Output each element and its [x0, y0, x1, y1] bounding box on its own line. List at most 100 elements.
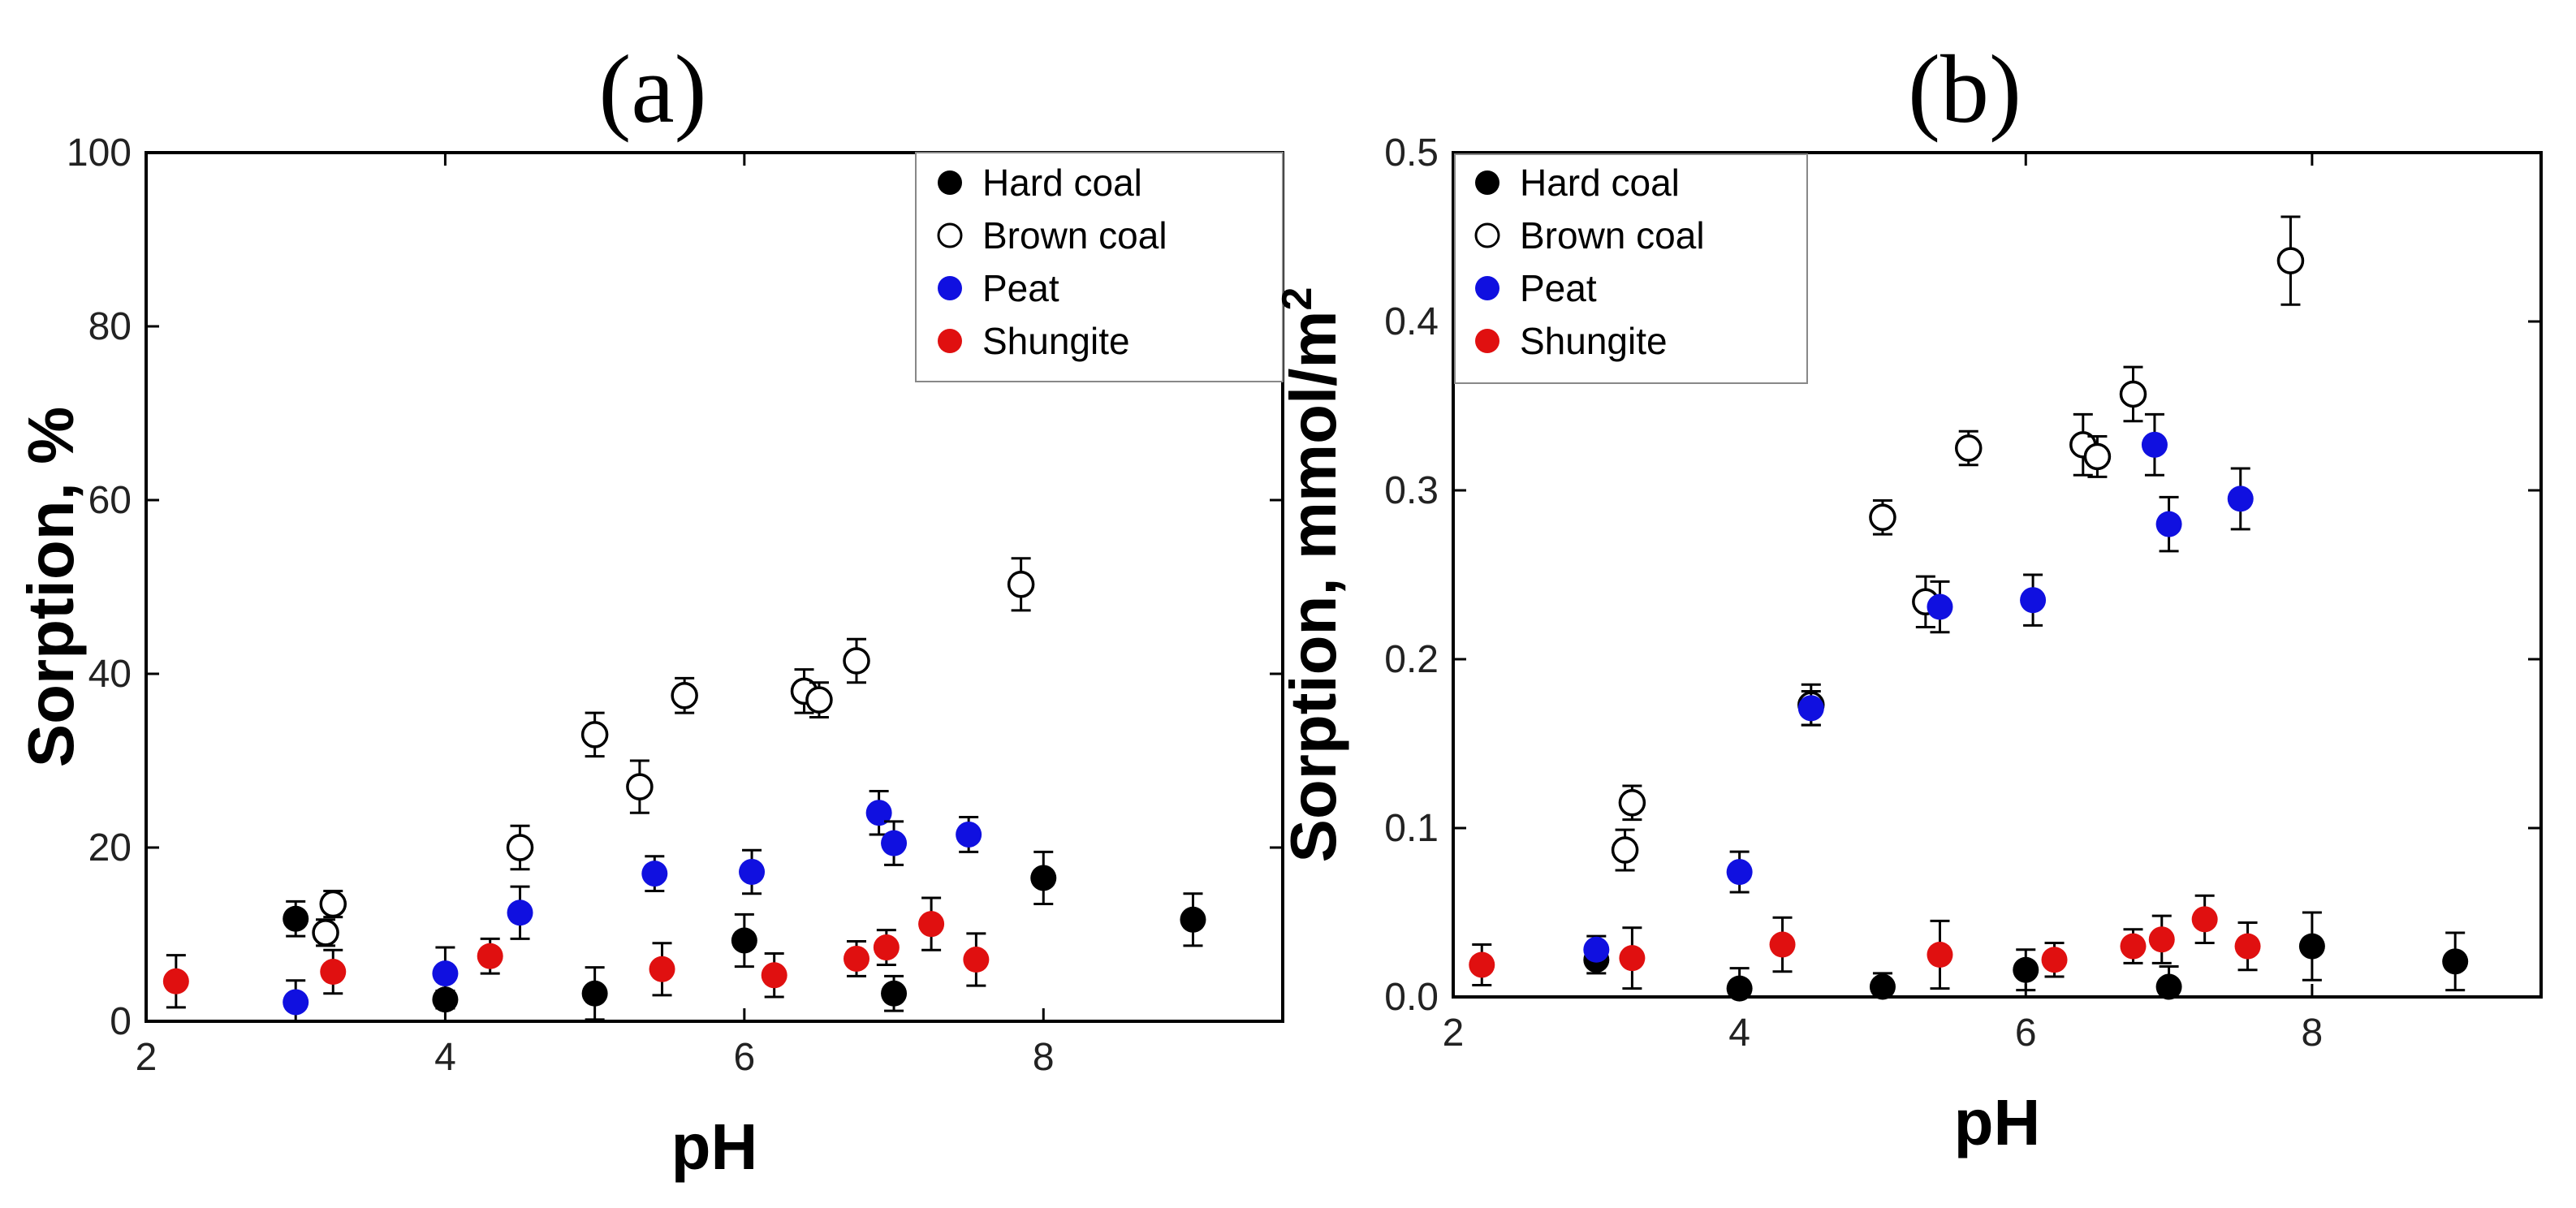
point-brown-coal-b-3 [1869, 503, 1896, 532]
y-tick-label-b-3: 0.3 [1384, 469, 1439, 512]
legend-marker-shungite-b [1475, 329, 1499, 353]
point-hard-coal-a-2 [581, 980, 608, 1007]
legend-marker-hard-coal-a [938, 170, 962, 195]
point-brown-coal-a-2 [506, 834, 534, 861]
point-hard-coal-a-6 [1180, 906, 1206, 933]
point-shungite-b-8 [2234, 933, 2261, 960]
point-brown-coal-b-5 [1954, 434, 1983, 462]
ticks-b: 2 4 6 8 0.0 0.1 0.2 0.3 0.4 0.5 [1384, 132, 2541, 1055]
point-peat-b-1 [1726, 859, 1753, 886]
marks-a [162, 557, 1206, 1023]
legend-label-brown-coal-a: Brown coal [982, 214, 1167, 257]
legend-label-shungite-a: Shungite [982, 320, 1130, 362]
point-brown-coal-b-8 [2119, 380, 2147, 408]
point-shungite-a-4 [761, 962, 787, 989]
y-tick-label-a-5: 100 [67, 132, 132, 175]
y-axis-title-b-main: Sorption, mmol/m [1277, 310, 1349, 862]
y-tick-label-a-1: 20 [88, 826, 132, 869]
legend-marker-shungite-a [938, 329, 962, 353]
panel-b: (b) 2 4 6 8 0.0 0.1 0.2 0.3 0.4 0.5 pH Sorption, … [1274, 35, 2543, 1158]
point-brown-coal-b-0 [1611, 836, 1639, 864]
point-peat-a-5 [865, 800, 892, 826]
point-brown-coal-b-1 [1618, 789, 1646, 817]
point-shungite-b-1 [1619, 945, 1646, 972]
x-axis-title-b: pH [1954, 1086, 2041, 1158]
y-tick-label-a-0: 0 [110, 1000, 132, 1043]
point-hard-coal-a-4 [881, 980, 908, 1007]
legend-marker-brown-coal-b [1474, 222, 1500, 248]
point-peat-a-3 [641, 861, 668, 887]
panel-label-b: (b) [1908, 35, 2022, 143]
point-shungite-b-0 [1469, 951, 1495, 978]
legend-label-hard-coal-a: Hard coal [982, 162, 1142, 204]
y-tick-label-b-2: 0.2 [1384, 638, 1439, 681]
y-tick-label-b-0: 0.0 [1384, 976, 1439, 1019]
x-tick-label-b-0: 2 [1443, 1012, 1465, 1055]
point-peat-a-6 [881, 830, 908, 856]
point-peat-b-4 [2020, 587, 2047, 614]
y-axis-title-a: Sorption, % [15, 407, 87, 767]
point-hard-coal-b-4 [2155, 973, 2182, 1000]
point-shungite-b-5 [2120, 933, 2147, 960]
legend-box-a [915, 152, 1284, 382]
point-shungite-b-7 [2191, 906, 2218, 933]
point-shungite-b-4 [2041, 947, 2068, 973]
y-tick-label-a-4: 80 [88, 305, 132, 348]
y-tick-label-a-3: 60 [88, 479, 132, 522]
point-hard-coal-b-3 [2013, 956, 2039, 983]
legend-label-peat-a: Peat [982, 267, 1059, 309]
point-brown-coal-a-7 [805, 686, 833, 714]
x-tick-label-b-1: 4 [1728, 1012, 1750, 1055]
point-peat-b-2 [1797, 695, 1824, 722]
x-tick-label-a-2: 6 [733, 1036, 755, 1079]
legend-marker-peat-a [938, 276, 962, 300]
point-shungite-b-6 [2148, 926, 2175, 953]
x-axis-title-a: pH [671, 1111, 758, 1183]
point-brown-coal-a-8 [843, 647, 870, 675]
point-brown-coal-a-3 [580, 721, 609, 749]
plot-frame-b [1452, 151, 2543, 999]
point-shungite-a-8 [963, 947, 990, 973]
marks-b [1469, 215, 2469, 1002]
point-shungite-a-6 [873, 934, 900, 961]
y-axis-title-b-superscript: 2 [1274, 287, 1321, 311]
point-hard-coal-b-6 [2442, 948, 2469, 975]
point-brown-coal-b-7 [2083, 442, 2112, 471]
point-brown-coal-a-9 [1007, 571, 1035, 598]
point-brown-coal-a-5 [671, 682, 698, 710]
x-tick-label-a-3: 8 [1033, 1036, 1055, 1079]
point-shungite-a-1 [320, 959, 347, 986]
point-shungite-a-0 [162, 968, 189, 994]
legend-box-b [1454, 153, 1808, 384]
legend-marker-brown-coal-a [937, 222, 963, 248]
point-brown-coal-a-0 [312, 919, 339, 947]
x-tick-label-b-3: 8 [2302, 1012, 2324, 1055]
legend-label-shungite-b: Shungite [1520, 320, 1668, 362]
legend-b: Hard coal Brown coal Peat Shungite [1454, 153, 1808, 384]
point-hard-coal-a-5 [1030, 865, 1057, 891]
point-peat-b-6 [2155, 511, 2182, 537]
y-tick-label-b-4: 0.4 [1384, 300, 1439, 343]
point-peat-a-2 [507, 900, 533, 926]
point-peat-b-7 [2227, 485, 2254, 512]
y-tick-label-b-5: 0.5 [1384, 132, 1439, 175]
point-shungite-b-2 [1769, 931, 1796, 958]
y-axis-title-b: Sorption, mmol/m2 [1274, 287, 1349, 863]
point-peat-a-0 [283, 989, 309, 1016]
point-peat-a-1 [432, 960, 459, 987]
point-hard-coal-b-5 [2298, 933, 2325, 960]
legend-label-hard-coal-b: Hard coal [1520, 162, 1680, 204]
y-tick-label-a-2: 40 [88, 653, 132, 696]
point-hard-coal-a-0 [283, 905, 309, 932]
x-tick-label-a-0: 2 [136, 1036, 157, 1079]
point-brown-coal-a-1 [319, 890, 347, 918]
point-shungite-b-3 [1927, 942, 1953, 968]
point-shungite-a-5 [844, 945, 869, 972]
legend-label-brown-coal-b: Brown coal [1520, 214, 1705, 257]
y-tick-label-b-1: 0.1 [1384, 807, 1439, 850]
point-hard-coal-a-3 [731, 927, 757, 954]
legend-marker-peat-b [1475, 276, 1499, 300]
